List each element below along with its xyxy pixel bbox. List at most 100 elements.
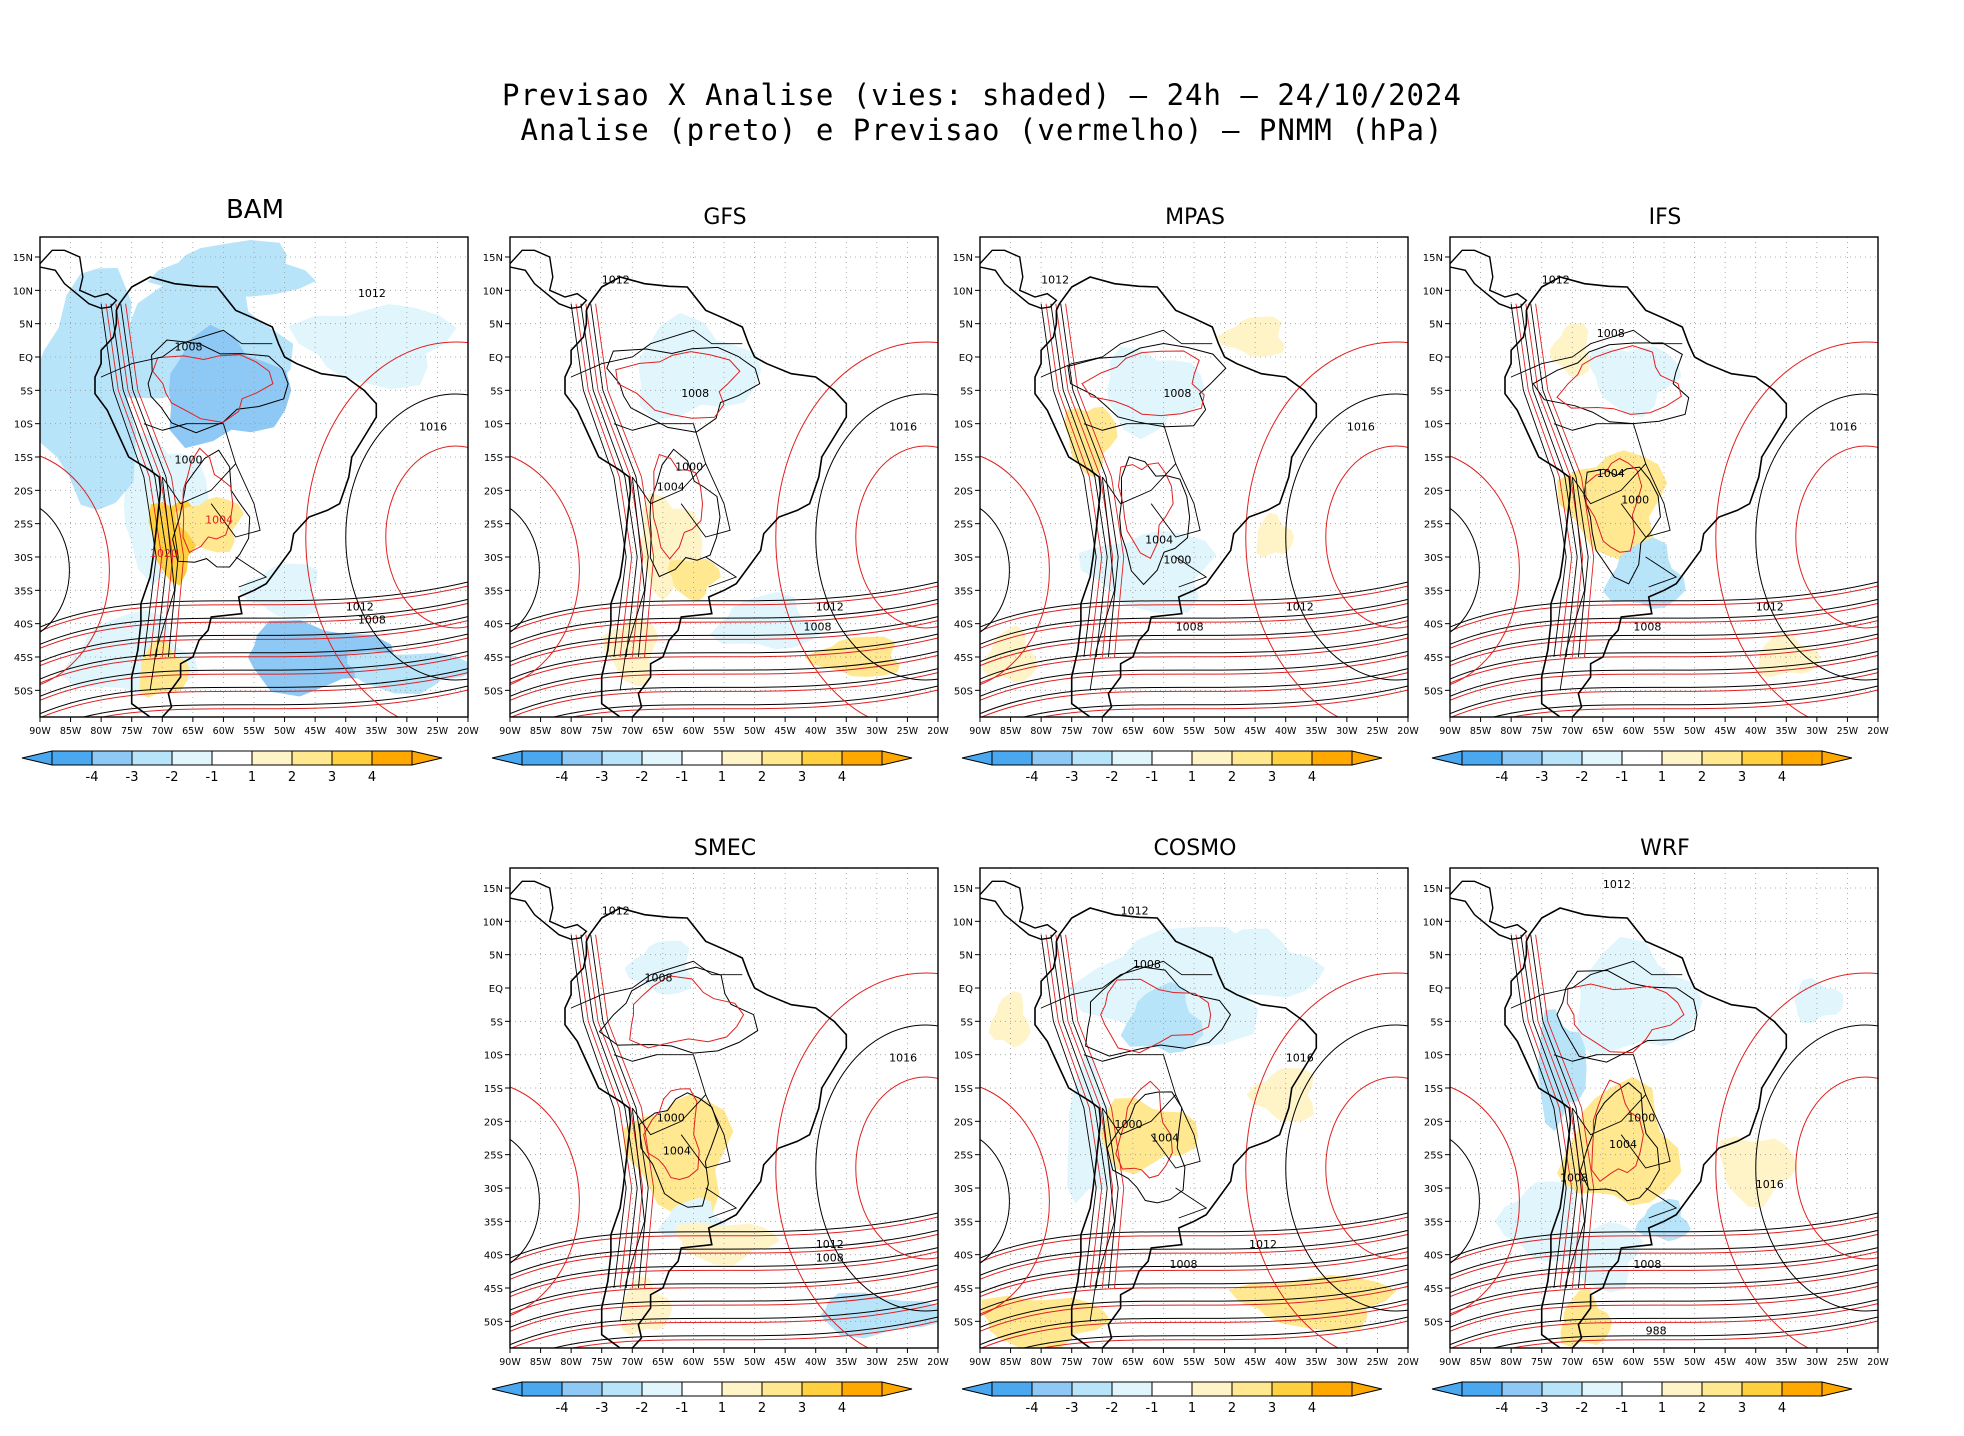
isobar-forecast	[980, 637, 1408, 684]
isobar-andes	[105, 303, 163, 658]
colorbar-label: 2	[288, 770, 296, 785]
colorbar-label: 1	[718, 1401, 726, 1416]
country-border	[1083, 423, 1127, 431]
bias-map: 1012100810161000100410201012100815N10N5N…	[13, 236, 479, 737]
lat-label: 40S	[484, 1251, 503, 1262]
figure-title-line-1: Previsao X Analise (vies: shaded) – 24h …	[502, 78, 1462, 112]
isobar-andes	[1055, 303, 1114, 658]
isobar-high	[855, 445, 938, 629]
lat-label: 40S	[14, 620, 33, 631]
lon-label: 20W	[457, 726, 479, 737]
colorbar-segment	[1781, 1381, 1823, 1397]
coastline-central-america	[40, 249, 118, 310]
isobar-andes	[1515, 303, 1573, 658]
isobar-analysis	[980, 650, 1408, 697]
isobar-high	[1795, 445, 1878, 629]
isobar-high	[775, 341, 938, 717]
contour-label: 1008	[358, 614, 386, 627]
isobar-andes	[580, 303, 638, 658]
lat-label: 5S	[960, 386, 973, 397]
isobar-high	[980, 1138, 1010, 1264]
bias-shading	[1107, 346, 1205, 440]
colorbar-label: 1	[1658, 770, 1666, 785]
colorbar-label: 3	[1738, 1401, 1746, 1416]
isobar-forecast	[980, 1251, 1408, 1298]
isobar-analysis	[40, 616, 468, 663]
colorbar-segment	[371, 750, 413, 766]
isobar-forecast	[1450, 1233, 1878, 1280]
colorbar-label: -4	[1496, 1401, 1509, 1416]
colorbar-segment	[1311, 750, 1353, 766]
colorbar-segment	[1311, 1381, 1353, 1397]
contour-label: 1008	[803, 620, 831, 633]
bias-shading	[988, 991, 1031, 1048]
colorbar: -4 -3 -2 -1 1 2 3 4	[21, 750, 443, 785]
lon-label: 20W	[927, 726, 949, 737]
lon-label: 65W	[1122, 1357, 1144, 1368]
lat-label: 30S	[954, 1184, 973, 1195]
lat-label: 10S	[1424, 420, 1443, 431]
isobar-analysis	[1450, 1264, 1878, 1311]
lat-label: EQ	[19, 353, 33, 364]
panel-title: BAM	[225, 195, 285, 225]
colorbar-arrow-right	[881, 750, 913, 766]
colorbar-label: -1	[1146, 770, 1159, 785]
contour-label: 1008	[1597, 327, 1625, 340]
lon-label: 60W	[683, 1357, 705, 1368]
lat-label: EQ	[959, 353, 973, 364]
colorbar-segment	[91, 750, 133, 766]
lon-label: 30W	[866, 726, 888, 737]
isobar-analysis	[510, 1229, 938, 1276]
colorbar-segment	[1541, 750, 1583, 766]
isobar-andes	[110, 303, 168, 658]
isobar-forecast	[510, 585, 938, 632]
colorbar: -4 -3 -2 -1 1 2 3 4	[491, 750, 913, 785]
lon-label: 65W	[1592, 726, 1614, 737]
colorbar-label: -4	[1026, 770, 1039, 785]
panel-title: COSMO	[1153, 836, 1237, 861]
lon-label: 50W	[1684, 1357, 1706, 1368]
lat-label: 15S	[484, 1084, 503, 1095]
isobar-analysis	[40, 633, 468, 680]
isobar-forecast	[510, 654, 938, 701]
colorbar-segment	[1661, 750, 1703, 766]
isobar-low	[182, 447, 234, 554]
panel-title: SMEC	[693, 836, 757, 861]
isobar-forecast	[980, 1216, 1408, 1263]
isobar-analysis	[1491, 1316, 1878, 1348]
lat-label: 50S	[954, 1317, 973, 1328]
map-plot-area: 1012 1008 1016 1004 1000 1012 1008	[510, 237, 938, 717]
colorbar-segment	[1271, 1381, 1313, 1397]
contour-label: 1000	[675, 460, 703, 473]
lat-label: 15N	[1423, 253, 1443, 264]
contour-label: 1004	[1597, 467, 1625, 480]
isobar-high	[1715, 972, 1878, 1348]
lon-label: 30W	[866, 1357, 888, 1368]
isobar-forecast	[40, 637, 468, 684]
lon-label: 40W	[1745, 726, 1767, 737]
isobar-high	[1450, 1138, 1480, 1264]
coastline-central-america	[980, 249, 1058, 310]
isobar-equatorial	[629, 975, 745, 1049]
country-border	[705, 556, 738, 588]
country-border	[1559, 476, 1585, 691]
colorbar-label: 3	[1268, 1401, 1276, 1416]
lon-label: 90W	[969, 726, 991, 737]
colorbar-arrow-right	[411, 750, 443, 766]
isobar-forecast	[1450, 672, 1878, 717]
colorbar: -4 -3 -2 -1 1 2 3 4	[491, 1381, 913, 1416]
isobar-andes	[1515, 934, 1573, 1289]
lat-label: EQ	[1429, 984, 1443, 995]
lon-label: 85W	[530, 1357, 552, 1368]
lat-label: 20S	[14, 486, 33, 497]
lat-label: 25S	[954, 520, 973, 531]
isobar-equatorial	[1556, 969, 1698, 1063]
colorbar-segment	[1581, 1381, 1623, 1397]
lat-label: 15S	[14, 453, 33, 464]
bias-shading	[676, 1222, 780, 1265]
lon-label: 65W	[1122, 726, 1144, 737]
isobar-andes	[585, 303, 644, 658]
isobar-analysis	[1021, 1316, 1408, 1348]
isobar-andes	[595, 303, 655, 658]
bias-shading	[982, 625, 1038, 683]
